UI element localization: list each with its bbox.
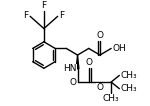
Text: CH₃: CH₃	[103, 94, 120, 103]
Text: OH: OH	[112, 44, 126, 53]
Text: O: O	[96, 83, 104, 92]
Text: O: O	[96, 31, 104, 40]
Polygon shape	[76, 55, 79, 69]
Text: F: F	[41, 1, 46, 10]
Text: F: F	[24, 11, 29, 20]
Text: F: F	[59, 11, 64, 20]
Text: O: O	[85, 58, 92, 67]
Text: HN: HN	[64, 64, 77, 73]
Text: CH₃: CH₃	[120, 84, 137, 93]
Text: CH₃: CH₃	[120, 71, 137, 80]
Text: O: O	[70, 78, 76, 87]
